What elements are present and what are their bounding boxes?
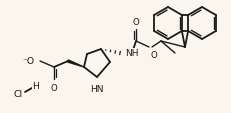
Text: HN: HN — [90, 84, 103, 93]
Polygon shape — [67, 60, 84, 67]
Text: O: O — [132, 18, 139, 27]
Text: Cl: Cl — [13, 90, 22, 99]
Text: O: O — [150, 51, 157, 59]
Text: NH: NH — [125, 49, 138, 58]
Text: O: O — [50, 83, 57, 92]
Text: ⁻O: ⁻O — [23, 57, 35, 66]
Text: H: H — [32, 82, 39, 91]
